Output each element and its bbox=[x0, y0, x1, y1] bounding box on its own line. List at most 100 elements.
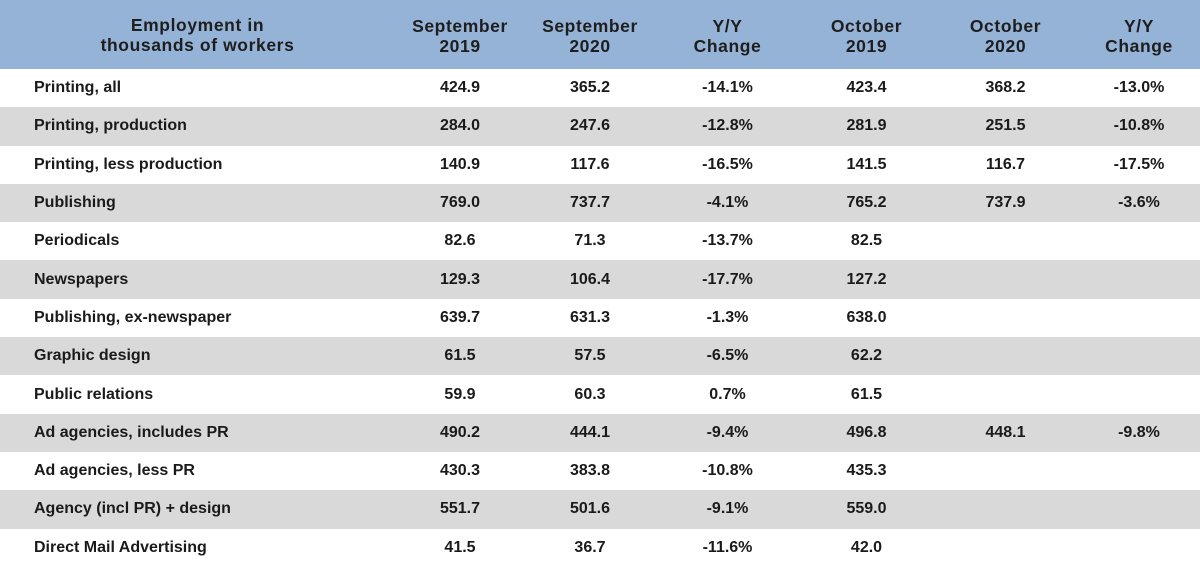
cell-oct-2020: 737.9 bbox=[985, 194, 1026, 212]
cell-oct-yy-change bbox=[1078, 222, 1200, 260]
cell-sep-2020: 501.6 bbox=[569, 500, 611, 518]
cell-sep-2020: 631.3 bbox=[569, 308, 611, 326]
employment-table: Employment in thousands of workers Septe… bbox=[0, 0, 1200, 567]
row-label: Periodicals bbox=[34, 232, 120, 250]
cell-oct-yy-change bbox=[1078, 529, 1200, 567]
cell-oct-2020: 448.1 bbox=[985, 423, 1026, 441]
header-line1: Y/Y bbox=[1123, 16, 1154, 36]
table-row: Publishing 769.0 737.7 -4.1% 765.2 737.9 -3.6% bbox=[0, 183, 1200, 223]
cell-sep-2020: 36.7 bbox=[574, 538, 606, 556]
cell-oct-2019: 496.8 bbox=[846, 423, 887, 441]
cell-oct-2019: 61.5 bbox=[850, 385, 883, 403]
cell-sep-yy-change: -1.3% bbox=[706, 308, 749, 326]
cell-sep-yy-change: -12.8% bbox=[702, 117, 753, 135]
table-row: Public relations 59.9 60.3 0.7% 61.5 bbox=[0, 375, 1200, 414]
cell-oct-2019: 82.5 bbox=[850, 232, 883, 250]
cell-oct-2020 bbox=[933, 529, 1078, 567]
table-row: Printing, production 284.0 247.6 -12.8% 281.… bbox=[0, 107, 1200, 146]
cell-oct-yy-change: -17.5% bbox=[1113, 155, 1165, 173]
cell-sep-2019: 82.6 bbox=[444, 232, 476, 250]
cell-oct-2019: 638.0 bbox=[846, 308, 887, 326]
header-sep-2020: September 2020 bbox=[525, 0, 655, 69]
cell-sep-2019: 639.7 bbox=[439, 308, 481, 326]
cell-sep-2020: 737.7 bbox=[569, 194, 611, 212]
cell-sep-yy-change: -6.5% bbox=[706, 347, 749, 365]
header-line2: 2019 bbox=[845, 36, 888, 56]
cell-oct-2020 bbox=[933, 299, 1078, 337]
cell-sep-yy-change: -9.4% bbox=[706, 423, 749, 441]
cell-sep-2020: 57.5 bbox=[574, 347, 606, 365]
header-line2: 2020 bbox=[984, 36, 1027, 56]
row-label: Printing, all bbox=[34, 79, 122, 97]
cell-sep-2020: 60.3 bbox=[574, 385, 606, 403]
cell-sep-2020: 444.1 bbox=[569, 423, 611, 441]
cell-oct-2020 bbox=[933, 337, 1078, 375]
header-oct-2019: October 2019 bbox=[800, 0, 933, 69]
table-row: Newspapers 129.3 106.4 -17.7% 127.2 bbox=[0, 260, 1200, 299]
table-header: Employment in thousands of workers Septe… bbox=[0, 0, 1200, 69]
cell-oct-2019: 281.9 bbox=[846, 117, 887, 135]
row-label: Direct Mail Advertising bbox=[34, 538, 207, 556]
cell-sep-2019: 41.5 bbox=[444, 538, 476, 556]
table-row: Agency (incl PR) + design 551.7 501.6 -9.1%… bbox=[0, 490, 1200, 529]
cell-oct-2020: 368.2 bbox=[985, 79, 1026, 97]
cell-sep-2019: 140.9 bbox=[439, 155, 481, 173]
cell-sep-2020: 106.4 bbox=[569, 270, 611, 288]
header-line2: Change bbox=[1105, 36, 1173, 56]
cell-sep-2020: 117.6 bbox=[570, 155, 610, 173]
cell-oct-yy-change bbox=[1078, 299, 1200, 337]
header-line1: October bbox=[830, 16, 903, 36]
cell-oct-2020: 251.5 bbox=[985, 117, 1026, 135]
header-label-line1: Employment in bbox=[130, 14, 265, 35]
row-label: Ad agencies, less PR bbox=[34, 462, 195, 480]
table-body: Printing, all 424.9 365.2 -14.1% 423.4 368.2 -… bbox=[0, 69, 1200, 567]
cell-sep-2019: 490.2 bbox=[439, 423, 481, 441]
row-label: Publishing, ex-newspaper bbox=[34, 308, 232, 326]
cell-oct-yy-change bbox=[1078, 375, 1200, 413]
cell-sep-2019: 551.7 bbox=[439, 500, 481, 518]
cell-oct-2019: 141.5 bbox=[846, 155, 887, 173]
cell-sep-2019: 59.9 bbox=[444, 385, 476, 403]
table-row: Publishing, ex-newspaper 639.7 631.3 -1.3% 6… bbox=[0, 298, 1200, 338]
cell-oct-2020 bbox=[933, 260, 1078, 298]
header-line1: October bbox=[969, 16, 1042, 36]
table-row: Ad agencies, includes PR 490.2 444.1 -9.4% 4… bbox=[0, 413, 1200, 452]
cell-oct-2019: 435.3 bbox=[846, 462, 887, 480]
cell-oct-2019: 127.2 bbox=[846, 270, 887, 288]
cell-oct-yy-change bbox=[1078, 260, 1200, 298]
cell-sep-2019: 61.5 bbox=[444, 347, 476, 365]
header-label-line2: thousands of workers bbox=[100, 34, 295, 55]
cell-sep-yy-change: -9.1% bbox=[706, 500, 749, 518]
cell-sep-yy-change: -13.7% bbox=[702, 232, 753, 250]
cell-oct-yy-change: -13.0% bbox=[1113, 79, 1165, 97]
row-label: Agency (incl PR) + design bbox=[34, 500, 231, 518]
table-row: Printing, all 424.9 365.2 -14.1% 423.4 368.2 -… bbox=[0, 69, 1200, 108]
cell-oct-yy-change: -10.8% bbox=[1113, 117, 1165, 135]
cell-sep-2020: 247.6 bbox=[569, 117, 611, 135]
header-oct-2020: October 2020 bbox=[933, 0, 1078, 69]
cell-sep-yy-change: -11.6% bbox=[702, 538, 753, 556]
cell-oct-2019: 42.0 bbox=[850, 538, 883, 556]
row-label: Public relations bbox=[34, 385, 154, 403]
cell-oct-2019: 62.2 bbox=[850, 347, 883, 365]
header-sep-2019: September 2019 bbox=[395, 0, 525, 69]
cell-sep-2020: 365.2 bbox=[569, 79, 611, 97]
header-label-cell: Employment in thousands of workers bbox=[0, 0, 395, 69]
cell-oct-2019: 765.2 bbox=[846, 194, 887, 212]
header-line1: September bbox=[542, 16, 638, 36]
cell-sep-yy-change: -14.1% bbox=[702, 79, 753, 97]
cell-sep-2019: 424.9 bbox=[439, 79, 481, 97]
cell-oct-yy-change bbox=[1078, 490, 1200, 528]
row-label: Printing, less production bbox=[34, 155, 223, 173]
header-line2: Change bbox=[693, 36, 762, 56]
header-line2: 2019 bbox=[439, 36, 481, 56]
cell-sep-2020: 383.8 bbox=[569, 462, 611, 480]
cell-oct-2020 bbox=[933, 490, 1078, 528]
row-label: Publishing bbox=[34, 194, 116, 212]
cell-sep-2019: 430.3 bbox=[439, 462, 481, 480]
header-oct-yy-change: Y/Y Change bbox=[1078, 0, 1200, 69]
row-label: Ad agencies, includes PR bbox=[34, 423, 229, 441]
cell-sep-yy-change: 0.7% bbox=[709, 385, 746, 403]
cell-sep-yy-change: -4.1% bbox=[706, 194, 749, 212]
header-row: Employment in thousands of workers Septe… bbox=[0, 0, 1200, 69]
